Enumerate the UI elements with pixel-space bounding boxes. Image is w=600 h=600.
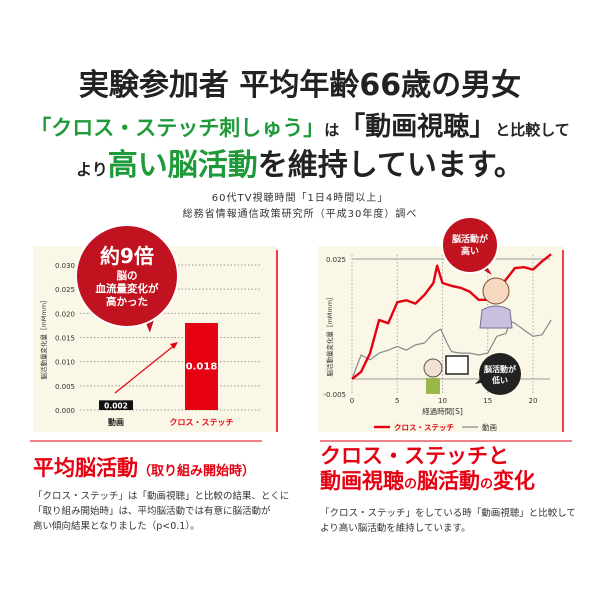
title-part: の [404, 477, 418, 492]
y-tick-label: 0.010 [55, 359, 75, 367]
headline-line3: より高い脳活動を維持しています。 [0, 140, 600, 184]
headline-text: より [76, 160, 108, 179]
annotation-high-text: 脳活動が [451, 233, 489, 245]
annotation-low-text: 脳活動が [483, 364, 517, 374]
x-axis-label: 経過時間[S] [422, 406, 463, 416]
x-tick-label: 20 [529, 397, 538, 405]
legend-label: 動画 [482, 423, 497, 432]
x-tick-label: 0 [350, 397, 354, 405]
y-tick-label: -0.005 [323, 391, 346, 399]
man-illustration-icon [423, 358, 443, 378]
x-tick-label: 10 [438, 397, 447, 405]
y-axis-label: 脳活動量変化量［mMmm］ [325, 293, 334, 376]
line-chart: 0 5 10 15 20 0.025 -0.005 脳活動量変化量［mMmm］ 経過時間[S] ク… [323, 216, 552, 432]
text-line: 「取り組み開始時」は、平均脳活動では有意に脳活動が [33, 506, 271, 517]
text-line: 「クロス・ステッチ」は「動画視聴」と比較の結果、とくに [33, 491, 290, 502]
headline-video: 「動画視聴」 [339, 112, 496, 142]
series-line-video [351, 319, 552, 380]
title-part: の [480, 477, 494, 492]
y-tick-label: 0.005 [55, 383, 75, 391]
annotation-low-text: 低い [491, 375, 508, 385]
headline-text: を維持しています。 [257, 148, 524, 183]
left-title: 平均脳活動（取り組み開始時） [33, 452, 255, 482]
title-part: 脳活動 [417, 469, 481, 493]
data-label: 0.002 [104, 402, 128, 411]
series-line-crossstitch [351, 253, 552, 380]
annotation-text: 脳の [117, 270, 138, 282]
right-title-line1: クロス・ステッチと [320, 444, 509, 468]
source-line2: 総務省情報通信政策研究所（平成30年度）調べ [182, 209, 418, 220]
annotation-high-bubble [441, 216, 499, 274]
right-title-line2: 動画視聴の脳活動の変化 [320, 469, 535, 497]
annotation-high-text: 高い [461, 245, 479, 257]
y-tick-label: 0.015 [55, 335, 75, 343]
man-body-icon [426, 378, 440, 394]
left-text: 「クロス・ステッチ」は「動画視聴」と比較の結果、とくに 「取り組み開始時」は、平… [33, 489, 289, 534]
title-part: 動画視聴 [320, 469, 404, 493]
monitor-icon [445, 355, 469, 375]
text-line: より高い脳活動を維持しています。 [320, 523, 471, 534]
y-tick-label: 0.025 [326, 256, 346, 264]
y-tick-label: 0.000 [55, 407, 75, 415]
annotation-text: 血流量変化が [96, 282, 159, 295]
arrow-head-icon [170, 342, 178, 349]
headline-text: は [324, 121, 340, 139]
text-line: 高い傾向結果となりました（p<0.1）。 [33, 521, 200, 532]
y-axis-label: 脳活動量変化量［mMmm］ [39, 296, 48, 379]
y-tick-label: 0.030 [55, 262, 75, 270]
x-tick-label: 15 [483, 397, 492, 405]
data-label: 0.018 [186, 362, 218, 373]
title-part: 変化 [493, 469, 536, 493]
y-tick-label: 0.020 [55, 310, 75, 318]
headline-line1: 実験参加者 平均年齢66歳の男女 [78, 68, 522, 103]
annotation-big: 約9倍 [100, 244, 154, 268]
headline-crossstitch: 「クロス・ステッチ刺しゅう」 [30, 116, 325, 140]
annotation-bubble [75, 224, 179, 328]
text-line: 「クロス・ステッチ」をしている時「動画視聴」と比較して [320, 508, 576, 519]
source-line1: 60代TV視聴時間「1日4時間以上」 [211, 193, 389, 204]
annotation-text: 高かった [106, 295, 148, 308]
x-tick-label: 5 [395, 397, 399, 405]
woman-illustration-icon [482, 277, 510, 305]
woman-body-icon [479, 305, 513, 329]
bar-0 [99, 400, 133, 410]
right-text: 「クロス・ステッチ」をしている時「動画視聴」と比較して より高い脳活動を維持して… [320, 506, 576, 536]
x-category-label: 動画 [108, 417, 124, 427]
headline-line2: 「クロス・ステッチ刺しゅう」は「動画視聴」と比較して [0, 106, 600, 143]
bar-chart: 0.000 0.005 0.010 0.015 0.020 0.025 0.030 脳活動量変… [39, 224, 262, 427]
y-tick-label: 0.025 [55, 286, 75, 294]
headline-text: と比較して [495, 121, 570, 139]
headline-high-brain: 高い脳活動 [107, 148, 258, 183]
left-subtitle: （取り組み開始時） [138, 464, 256, 479]
arrow-line [114, 343, 177, 394]
annotation-low-bubble [479, 353, 521, 395]
left-title-main: 平均脳活動 [33, 456, 138, 480]
right-title: クロス・ステッチと 動画視聴の脳活動の変化 [320, 444, 535, 497]
legend-label: クロス・ステッチ [394, 422, 454, 432]
bar-1 [185, 323, 218, 410]
x-category-label: クロス・ステッチ [170, 417, 234, 427]
